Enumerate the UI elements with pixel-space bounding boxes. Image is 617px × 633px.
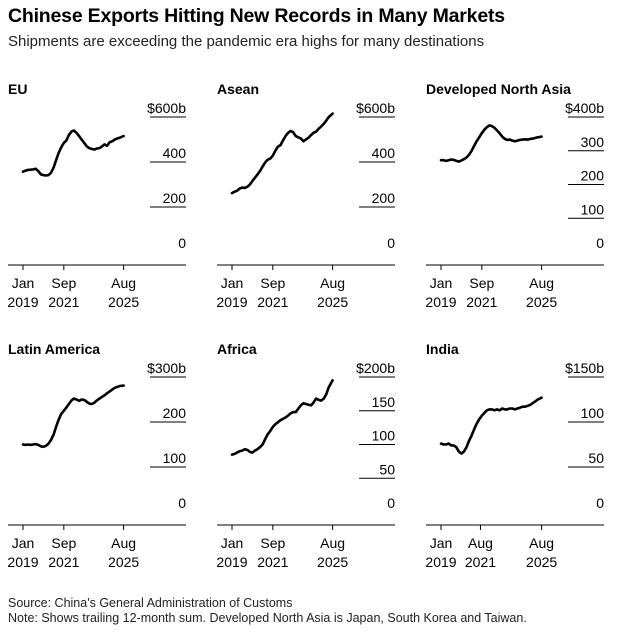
footnote: Note: Shows trailing 12-month sum. Devel… [8,611,527,625]
x-tick-label: Jan [221,535,244,551]
x-tick-label: Aug [111,535,136,551]
x-tick-label: Jan [430,535,453,551]
y-tick-label: 0 [596,495,604,511]
y-tick-label: 0 [178,235,186,251]
series-line-eu [21,129,125,177]
x-tick-label: Sep [51,535,76,551]
x-tick-label: 2021 [466,294,497,310]
y-tick-label: $150b [565,360,604,376]
x-tick-label: 2025 [317,294,348,310]
x-tick-label: 2019 [7,554,38,570]
chart-title: Chinese Exports Hitting New Records in M… [8,5,505,27]
series-line-africa [230,379,334,456]
x-tick-label: 2019 [425,554,456,570]
y-tick-label: 400 [372,145,396,161]
y-tick-label: 150 [372,394,396,410]
x-tick-label: Sep [260,535,285,551]
small-multiples-chart: EU0200400$600bJan2019Sep2021Aug2025Asean… [7,81,604,570]
y-tick-label: 0 [387,235,395,251]
x-tick-label: Aug [529,275,554,291]
x-tick-label: 2019 [216,294,247,310]
y-tick-label: $300b [147,360,186,376]
x-tick-label: Sep [51,275,76,291]
x-tick-label: Aug [320,275,345,291]
x-tick-label: 2021 [465,554,496,570]
x-tick-label: Aug [468,535,493,551]
panel-latin-america: Latin America 0 100 200 $300b Jan 2019 Sep 2021 A… [7,341,186,570]
y-tick-label: 50 [379,461,395,477]
y-tick-label: 50 [588,450,604,466]
x-tick-label: Sep [469,275,494,291]
panel-title-eu: EU [8,81,27,97]
y-tick-label: 300 [581,134,605,150]
series-line-india [439,396,543,455]
panel-title-latin-america: Latin America [8,341,100,357]
y-tick-label: 0 [387,495,395,511]
y-tick-label: $600b [147,100,186,116]
series-line-asean [230,112,334,195]
y-tick-label: 0 [596,235,604,251]
panel-title-developed-north-asia: Developed North Asia [426,81,571,97]
panel-eu: EU 0 200 400 $600b Jan 2019 Sep 2021 Aug 2025 [7,81,186,310]
x-tick-label: Aug [320,535,345,551]
y-tick-label: 100 [163,450,187,466]
y-tick-label: 100 [581,405,605,421]
x-tick-label: Aug [529,535,554,551]
x-tick-label: Jan [221,275,244,291]
panel-india: India 0 50 100 $150b Jan 2019 Aug 2021 Aug 2025 [425,341,604,570]
chart-footer: Source: China's General Administration o… [8,596,527,626]
chart-subtitle: Shipments are exceeding the pandemic era… [8,33,485,50]
x-tick-label: 2021 [257,294,288,310]
y-tick-label: 0 [178,495,186,511]
y-tick-label: 100 [581,201,605,217]
source-note: Source: China's General Administration o… [8,596,293,610]
panel-title-asean: Asean [217,81,259,97]
x-tick-label: 2019 [7,294,38,310]
series-line-developed-north-asia [439,124,543,163]
y-tick-label: $400b [565,100,604,116]
x-tick-label: 2025 [317,554,348,570]
y-tick-label: $200b [356,360,395,376]
x-tick-label: 2019 [216,554,247,570]
y-tick-label: 200 [581,168,605,184]
panel-asean: Asean 0 200 400 $600b Jan 2019 Sep 2021 Aug 2025 [216,81,395,310]
x-tick-label: 2025 [526,294,557,310]
x-tick-label: Sep [260,275,285,291]
series-line-latin-america [21,384,125,449]
y-tick-label: 200 [163,405,187,421]
x-tick-label: 2021 [257,554,288,570]
x-tick-label: Aug [111,275,136,291]
x-tick-label: Jan [430,275,453,291]
x-tick-label: 2025 [526,554,557,570]
x-tick-label: 2025 [108,294,139,310]
y-tick-label: $600b [356,100,395,116]
panel-title-india: India [426,341,459,357]
x-tick-label: Jan [12,535,35,551]
x-tick-label: Jan [12,275,35,291]
panel-developed-north-asia: Developed North Asia 0 100 200 300 $400b Jan 20… [425,81,604,310]
panel-africa: Africa 0 50 100 150 $200b Jan 2019 Sep 2021 Aug 202… [216,341,395,570]
panel-title-africa: Africa [217,341,257,357]
x-tick-label: 2025 [108,554,139,570]
x-tick-label: 2021 [48,554,79,570]
y-tick-label: 400 [163,145,187,161]
y-tick-label: 200 [163,190,187,206]
x-tick-label: 2019 [425,294,456,310]
x-tick-label: 2021 [48,294,79,310]
y-tick-label: 100 [372,428,396,444]
y-tick-label: 200 [372,190,396,206]
